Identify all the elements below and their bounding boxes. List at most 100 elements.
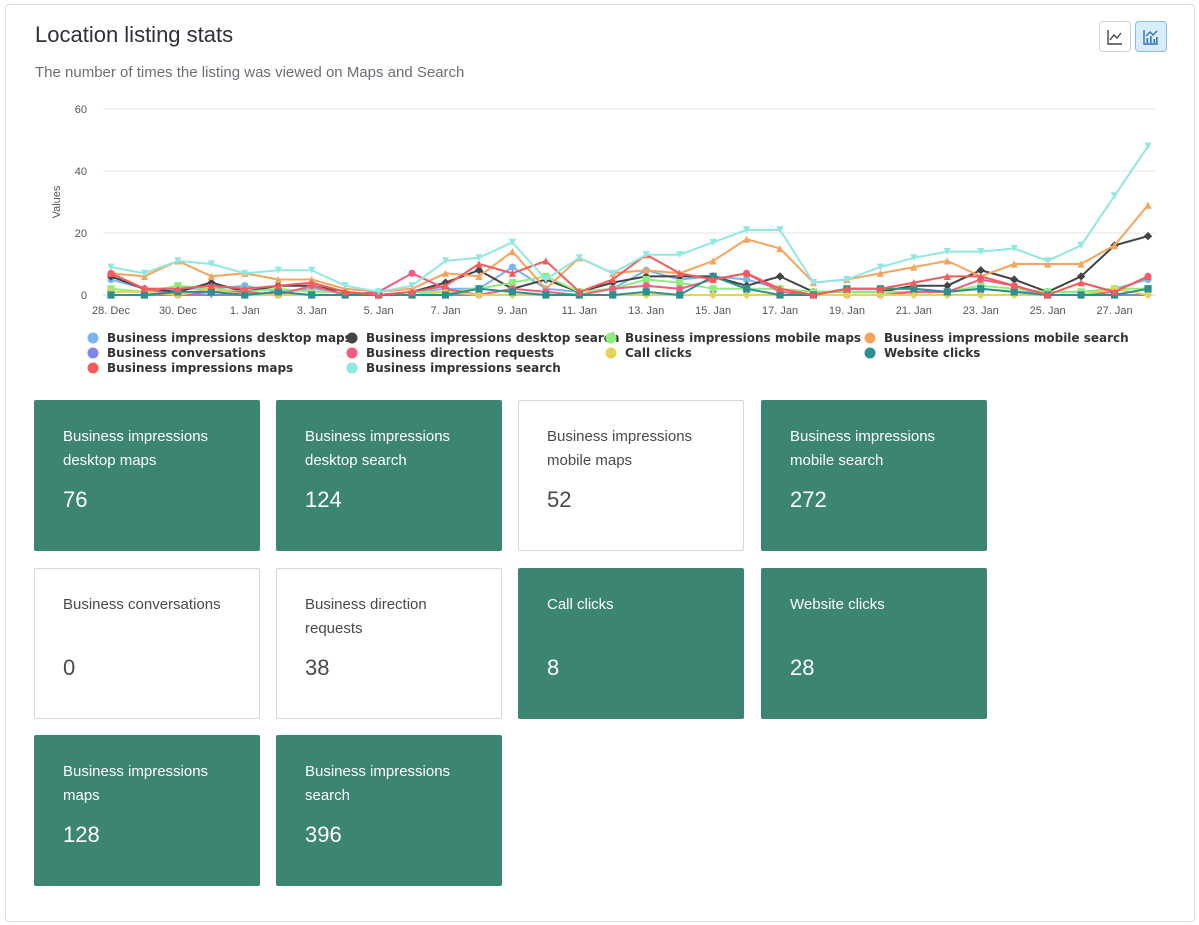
data-point (441, 282, 450, 290)
area-chart-toggle[interactable] (1135, 21, 1167, 52)
page-subtitle: The number of times the listing was view… (35, 64, 465, 81)
legend-item: Business conversations (107, 346, 266, 360)
stat-card-value: 396 (305, 822, 342, 847)
data-point (1077, 241, 1085, 249)
x-tick-label: 7. Jan (431, 305, 461, 317)
data-point (207, 282, 215, 290)
data-point (508, 263, 517, 271)
series-line (110, 145, 1149, 293)
stat-card-label: Call clicks (547, 596, 614, 613)
data-point (1077, 291, 1085, 299)
data-point (341, 282, 349, 290)
data-point (207, 288, 215, 296)
x-tick-label: 25. Jan (1030, 305, 1066, 317)
data-point (609, 275, 617, 284)
data-point (776, 226, 784, 234)
data-point (910, 263, 918, 271)
y-tick-label: 60 (75, 104, 87, 116)
data-point (274, 282, 282, 290)
data-point (910, 254, 918, 262)
stat-card: Business impressions desktop search 124 (276, 400, 502, 551)
data-point (843, 285, 851, 293)
data-point (676, 269, 684, 277)
stat-card-value: 124 (305, 487, 342, 512)
data-point (475, 272, 483, 280)
data-point (140, 291, 149, 299)
data-point (441, 291, 450, 299)
legend-item: Business impressions desktop search (366, 331, 619, 345)
data-point (107, 269, 115, 277)
stat-card-label: Business impressions mobile search (790, 428, 936, 469)
legend-item: Business impressions maps (107, 361, 293, 375)
legend-item: Call clicks (625, 346, 692, 360)
data-point (709, 238, 717, 246)
data-point (977, 272, 985, 280)
x-tick-label: 27. Jan (1097, 305, 1133, 317)
series-line (111, 287, 1149, 297)
legend-item: Business impressions mobile search (884, 331, 1129, 345)
data-point (742, 235, 751, 243)
data-point (441, 257, 450, 265)
data-point (274, 266, 282, 274)
legend-symbol (346, 347, 358, 359)
stat-card-label: Business conversations (63, 596, 221, 613)
data-point (1009, 275, 1019, 284)
data-point (742, 275, 751, 284)
series-line (111, 275, 1149, 297)
data-point (977, 285, 985, 293)
data-point (274, 288, 282, 296)
data-point (1144, 272, 1152, 280)
data-point (742, 269, 751, 277)
data-point (776, 244, 784, 253)
data-point (542, 257, 550, 265)
line-chart-toggle[interactable] (1099, 21, 1131, 52)
legend-symbol (605, 347, 617, 359)
legend-symbol (605, 332, 617, 344)
data-point (976, 266, 985, 275)
series-line (110, 275, 1148, 297)
data-point (1044, 291, 1052, 299)
data-point (943, 272, 951, 280)
series-line (110, 272, 1149, 297)
x-tick-label: 3. Jan (297, 305, 327, 317)
data-point (575, 254, 583, 262)
legend-symbol (864, 347, 876, 359)
data-point (1076, 272, 1086, 281)
stat-card-label: Website clicks (790, 596, 885, 613)
x-tick-label: 23. Jan (963, 305, 999, 317)
legend-item: Website clicks (884, 346, 980, 360)
data-point (909, 290, 919, 300)
data-point (308, 266, 316, 274)
stat-card-value: 28 (790, 655, 815, 680)
data-point (475, 260, 483, 268)
stat-card-label: Business impressions mobile maps (547, 428, 693, 469)
data-point (341, 288, 349, 296)
data-point (708, 290, 718, 300)
data-point (1144, 201, 1152, 209)
data-point (1110, 241, 1119, 249)
data-point (1010, 282, 1018, 290)
x-tick-label: 13. Jan (628, 305, 664, 317)
data-point (575, 288, 583, 296)
series-line (110, 204, 1149, 293)
data-point (943, 257, 951, 265)
data-point (1010, 244, 1018, 253)
legend-symbol (864, 332, 876, 344)
data-point (508, 269, 517, 277)
data-point (809, 279, 818, 287)
legend-item: Business direction requests (366, 346, 554, 360)
data-point (1143, 231, 1153, 241)
legend-item: Business impressions desktop maps (107, 331, 352, 345)
data-point (709, 285, 717, 293)
y-tick-label: 20 (75, 228, 87, 240)
data-point (241, 291, 249, 299)
stat-card-label: Business impressions desktop search (305, 428, 451, 469)
data-point (140, 269, 149, 277)
y-tick-label: 0 (81, 290, 87, 302)
data-point (642, 251, 650, 259)
data-point (910, 279, 918, 287)
data-point (174, 257, 182, 265)
stat-card-label: Business impressions maps (63, 763, 209, 804)
data-point (943, 281, 952, 290)
x-tick-label: 19. Jan (829, 305, 865, 317)
